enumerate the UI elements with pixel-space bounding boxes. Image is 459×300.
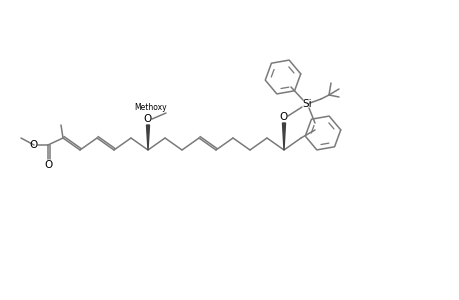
Text: O: O — [45, 160, 53, 170]
Polygon shape — [146, 125, 149, 150]
Text: O: O — [144, 114, 152, 124]
Polygon shape — [282, 123, 285, 150]
Text: Methoxy: Methoxy — [134, 103, 167, 112]
Text: Si: Si — [302, 99, 311, 109]
Text: O: O — [30, 140, 38, 150]
Text: O: O — [279, 112, 287, 122]
